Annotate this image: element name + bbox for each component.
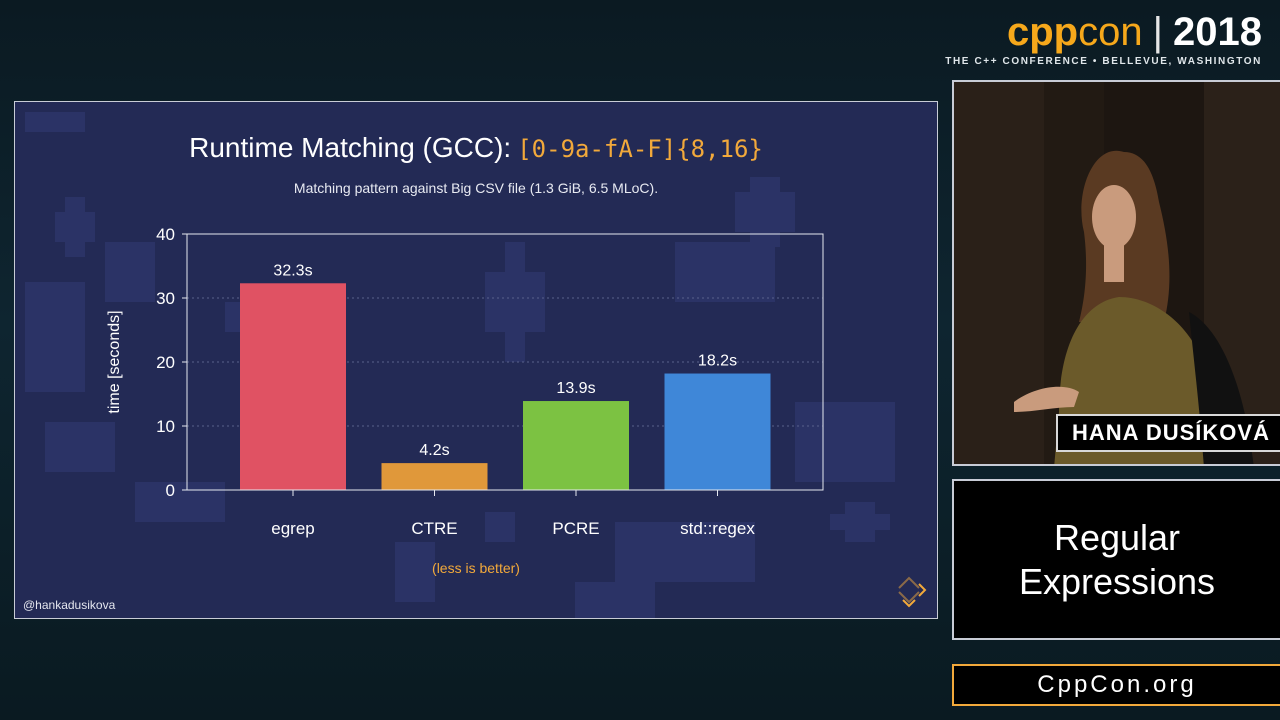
twitter-handle: @hankadusikova [23, 598, 116, 612]
slide-navigation-icon[interactable] [885, 566, 933, 614]
bar-pcre [523, 401, 629, 490]
website-box: CppCon.org [952, 664, 1280, 706]
speaker-video: HANA DUSÍKOVÁ [952, 80, 1280, 466]
slide-subtitle: Matching pattern against Big CSV file (1… [293, 180, 659, 196]
logo-year: 2018 [1173, 10, 1262, 54]
x-tick-label: PCRE [552, 519, 599, 538]
data-label: 4.2s [419, 442, 449, 459]
plot-frame [186, 233, 824, 491]
x-tick-label: CTRE [411, 519, 457, 538]
cppcon-branding: cppcon | 2018 THE C++ CONFERENCE • BELLEVU… [945, 10, 1262, 67]
bar-chart: 0 10 20 30 40 time [seconds] 32.3s egrep 4.2s CTR… [106, 225, 824, 538]
slide-background-pattern [25, 112, 895, 618]
y-tick-label: 10 [156, 417, 175, 436]
slide-title-regex: [0-9a-fA-F]{8,16} [517, 135, 763, 163]
less-is-better-note: (less is better) [432, 560, 520, 576]
y-tick-label: 40 [156, 225, 175, 244]
presentation-slide: Runtime Matching (GCC): [0-9a-fA-F]{8,16}… [14, 101, 938, 619]
talk-topic-box: Regular Expressions [952, 479, 1280, 640]
y-tick-label: 30 [156, 289, 175, 308]
y-tick-label: 20 [156, 353, 175, 372]
bar-ctre [381, 463, 488, 490]
x-tick-label: std::regex [680, 519, 755, 538]
speaker-name-label: HANA DUSÍKOVÁ [1056, 414, 1280, 452]
slide-title-text: Runtime Matching (GCC): [189, 132, 512, 163]
conference-tagline: THE C++ CONFERENCE • BELLEVUE, WASHINGTO… [945, 56, 1262, 67]
slide-title: Runtime Matching (GCC): [0-9a-fA-F]{8,16} [15, 132, 937, 164]
y-axis-label: time [seconds] [106, 310, 123, 413]
website-label: CppCon.org [1037, 671, 1197, 698]
data-label: 13.9s [556, 380, 595, 397]
logo-cpp: cpp [1007, 10, 1079, 54]
y-tick-label: 0 [166, 481, 175, 500]
topic-line-1: Regular [1053, 516, 1181, 558]
logo-separator: | [1152, 10, 1164, 54]
speaker-video-image [954, 82, 1280, 464]
logo-con: con [1078, 10, 1143, 54]
topic-line-2: Expressions [1018, 560, 1216, 602]
cppcon-logo: cppcon | 2018 [945, 10, 1262, 54]
data-label: 32.3s [273, 262, 312, 279]
x-tick-label: egrep [271, 519, 314, 538]
bar-egrep [240, 283, 346, 490]
bar-std-regex [664, 373, 771, 490]
data-label: 18.2s [698, 353, 737, 370]
